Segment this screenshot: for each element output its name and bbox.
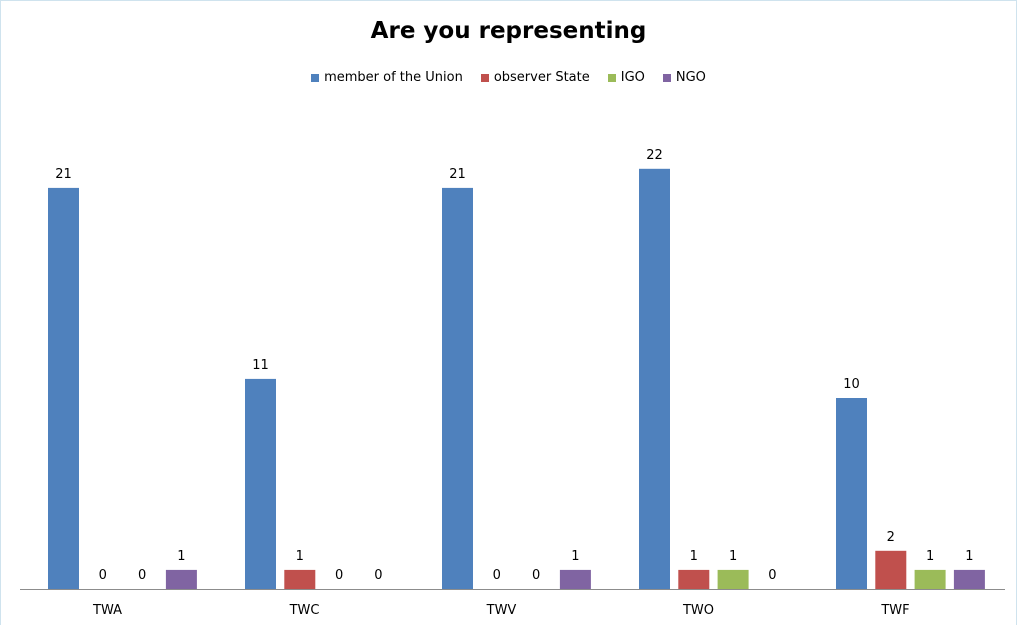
bar-twc-series-0 <box>245 378 276 589</box>
data-label-two-series-3: 0 <box>768 568 776 583</box>
data-label-twc-series-3: 0 <box>374 568 382 583</box>
data-label-twa-series-1: 0 <box>99 568 107 583</box>
bar-twf-series-0 <box>836 398 867 589</box>
data-label-two-series-2: 1 <box>729 549 737 564</box>
legend-label-ngo: NGO <box>675 70 706 85</box>
legend-swatch-igo <box>607 73 616 82</box>
legend-item-member: member of the Union <box>311 70 463 85</box>
x-tick-label-twc: TWC <box>289 603 320 618</box>
bar-twv-series-3 <box>559 569 591 589</box>
x-tick-label-two: TWO <box>682 603 714 618</box>
data-label-twv-series-0: 21 <box>449 167 466 182</box>
x-tick-label-twv: TWV <box>486 603 517 618</box>
data-label-twa-series-2: 0 <box>138 568 146 583</box>
bar-twc-series-1 <box>284 569 316 589</box>
legend-label-observer: observer State <box>493 70 590 85</box>
legend-swatch-ngo <box>662 73 671 82</box>
data-label-two-series-1: 1 <box>690 549 698 564</box>
bar-two-series-2 <box>717 569 749 589</box>
legend-swatch-observer <box>480 73 489 82</box>
data-label-twc-series-0: 11 <box>252 358 269 373</box>
bar-twf-series-3 <box>953 569 985 589</box>
x-tick-label-twa: TWA <box>92 603 122 618</box>
legend-item-igo: IGO <box>607 70 645 85</box>
bar-twv-series-0 <box>442 187 473 589</box>
data-label-twv-series-1: 0 <box>493 568 501 583</box>
data-label-two-series-0: 22 <box>646 148 663 163</box>
legend-item-observer: observer State <box>480 70 590 85</box>
bar-two-series-1 <box>678 569 710 589</box>
data-label-twc-series-2: 0 <box>335 568 343 583</box>
bar-twf-series-2 <box>914 569 946 589</box>
bar-twa-series-3 <box>165 569 197 589</box>
legend-label-member: member of the Union <box>324 70 463 85</box>
legend: member of the Union observer State IGO N… <box>0 70 1017 85</box>
data-label-twf-series-0: 10 <box>843 377 860 392</box>
data-label-twc-series-1: 1 <box>296 549 304 564</box>
bar-twf-series-1 <box>875 550 907 589</box>
data-label-twa-series-3: 1 <box>177 549 185 564</box>
data-label-twv-series-2: 0 <box>532 568 540 583</box>
bar-twa-series-0 <box>48 187 79 589</box>
legend-item-ngo: NGO <box>662 70 706 85</box>
data-label-twf-series-3: 1 <box>965 549 973 564</box>
data-label-twa-series-0: 21 <box>55 167 72 182</box>
data-label-twv-series-3: 1 <box>571 549 579 564</box>
bar-two-series-0 <box>639 168 670 590</box>
legend-swatch-member <box>311 73 320 82</box>
data-label-twf-series-1: 2 <box>887 530 895 545</box>
x-tick-label-twf: TWF <box>880 603 909 618</box>
chart-title: Are you representing <box>370 18 647 44</box>
legend-label-igo: IGO <box>620 70 645 85</box>
data-label-twf-series-2: 1 <box>926 549 934 564</box>
